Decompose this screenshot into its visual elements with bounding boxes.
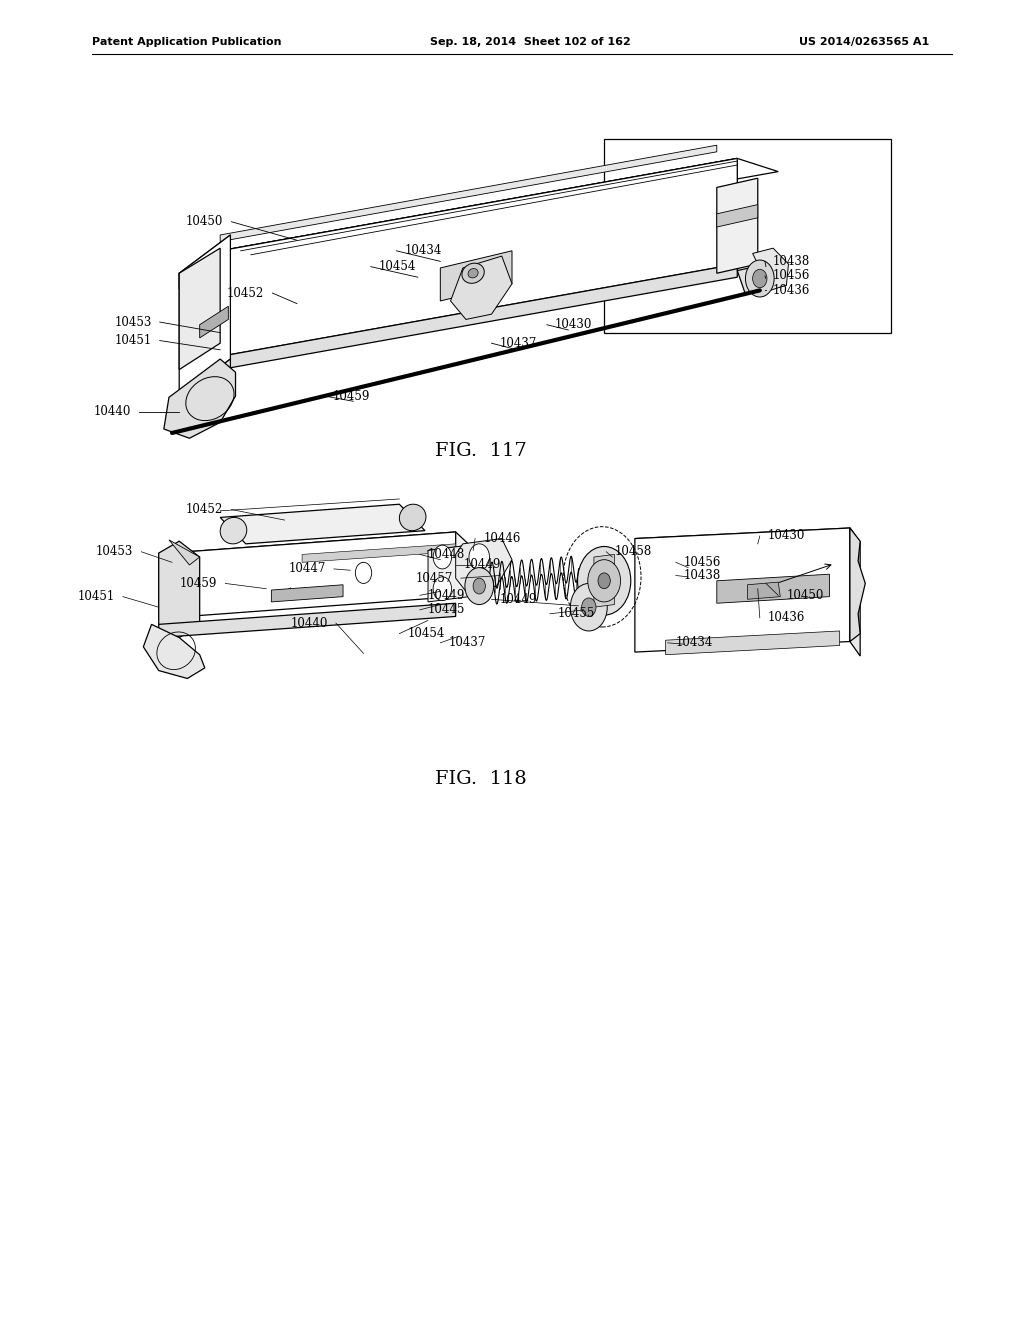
Polygon shape: [179, 248, 220, 370]
Circle shape: [745, 260, 774, 297]
Text: 10438: 10438: [684, 569, 721, 582]
Text: 10455: 10455: [558, 607, 595, 620]
Circle shape: [465, 568, 494, 605]
Text: 10440: 10440: [291, 616, 328, 630]
Polygon shape: [169, 540, 200, 565]
Text: 10453: 10453: [96, 545, 133, 558]
Ellipse shape: [468, 268, 478, 279]
Polygon shape: [635, 528, 850, 652]
Polygon shape: [451, 256, 512, 319]
Polygon shape: [737, 261, 786, 294]
Text: 10430: 10430: [768, 529, 805, 543]
Polygon shape: [717, 205, 758, 227]
Ellipse shape: [220, 517, 247, 544]
Polygon shape: [220, 158, 778, 264]
Text: 10459: 10459: [180, 577, 217, 590]
Polygon shape: [594, 554, 614, 607]
Text: 10454: 10454: [408, 627, 444, 640]
Text: 10434: 10434: [676, 636, 713, 649]
Circle shape: [570, 583, 607, 631]
Polygon shape: [159, 603, 456, 638]
Circle shape: [469, 544, 489, 570]
Ellipse shape: [399, 504, 426, 531]
Polygon shape: [164, 359, 236, 438]
Text: 10453: 10453: [115, 315, 152, 329]
Text: 10448: 10448: [428, 548, 465, 561]
Polygon shape: [635, 528, 860, 553]
Circle shape: [598, 573, 610, 589]
Polygon shape: [169, 532, 471, 568]
Polygon shape: [220, 145, 717, 242]
Text: US 2014/0263565 A1: US 2014/0263565 A1: [799, 37, 929, 46]
Text: 10456: 10456: [684, 556, 721, 569]
Text: 10447: 10447: [289, 562, 326, 576]
Polygon shape: [220, 504, 425, 544]
Text: 10438: 10438: [773, 255, 810, 268]
Circle shape: [578, 546, 631, 615]
Polygon shape: [200, 306, 228, 338]
Text: 10451: 10451: [115, 334, 152, 347]
Polygon shape: [604, 139, 891, 333]
Text: 10452: 10452: [227, 286, 264, 300]
Text: 10459: 10459: [333, 389, 370, 403]
Polygon shape: [179, 235, 230, 397]
Polygon shape: [271, 585, 343, 602]
Polygon shape: [428, 545, 469, 602]
Polygon shape: [220, 264, 737, 370]
Polygon shape: [850, 528, 860, 656]
Ellipse shape: [462, 263, 484, 284]
Text: 10430: 10430: [555, 318, 592, 331]
Polygon shape: [302, 544, 456, 562]
Text: 10437: 10437: [500, 337, 537, 350]
Text: 10449: 10449: [500, 593, 537, 606]
Text: 10449: 10449: [428, 589, 465, 602]
Polygon shape: [169, 532, 456, 618]
Text: 10434: 10434: [404, 244, 441, 257]
Polygon shape: [440, 251, 512, 301]
Text: 10440: 10440: [94, 405, 131, 418]
Text: 10457: 10457: [416, 572, 453, 585]
Text: FIG.  118: FIG. 118: [435, 770, 527, 788]
Text: 10436: 10436: [773, 284, 810, 297]
Text: Patent Application Publication: Patent Application Publication: [92, 37, 282, 46]
Polygon shape: [666, 631, 840, 655]
Text: 10436: 10436: [768, 611, 805, 624]
Text: Sep. 18, 2014  Sheet 102 of 162: Sep. 18, 2014 Sheet 102 of 162: [430, 37, 631, 46]
Polygon shape: [179, 359, 230, 411]
Polygon shape: [179, 235, 230, 289]
Polygon shape: [143, 624, 205, 678]
Circle shape: [753, 269, 767, 288]
Text: 10456: 10456: [773, 269, 810, 282]
Polygon shape: [753, 248, 788, 290]
Text: 10445: 10445: [428, 603, 465, 616]
Text: 10450: 10450: [786, 589, 823, 602]
Polygon shape: [456, 539, 512, 591]
Polygon shape: [220, 158, 737, 356]
Text: 10446: 10446: [483, 532, 520, 545]
Polygon shape: [428, 545, 476, 579]
Text: 10452: 10452: [186, 503, 223, 516]
Polygon shape: [159, 553, 179, 634]
Polygon shape: [717, 574, 829, 603]
Polygon shape: [850, 528, 865, 642]
Text: 10437: 10437: [449, 636, 485, 649]
Text: 10454: 10454: [379, 260, 416, 273]
Circle shape: [433, 577, 452, 601]
Text: FIG.  117: FIG. 117: [435, 442, 527, 461]
Text: 10451: 10451: [78, 590, 115, 603]
Text: 10449: 10449: [464, 558, 501, 572]
Circle shape: [433, 545, 452, 569]
Circle shape: [473, 578, 485, 594]
Circle shape: [588, 560, 621, 602]
Polygon shape: [748, 582, 780, 599]
Polygon shape: [717, 178, 758, 273]
Text: 10450: 10450: [186, 215, 223, 228]
Polygon shape: [159, 541, 200, 638]
Text: 10458: 10458: [614, 545, 651, 558]
Polygon shape: [220, 158, 737, 275]
Circle shape: [582, 598, 596, 616]
